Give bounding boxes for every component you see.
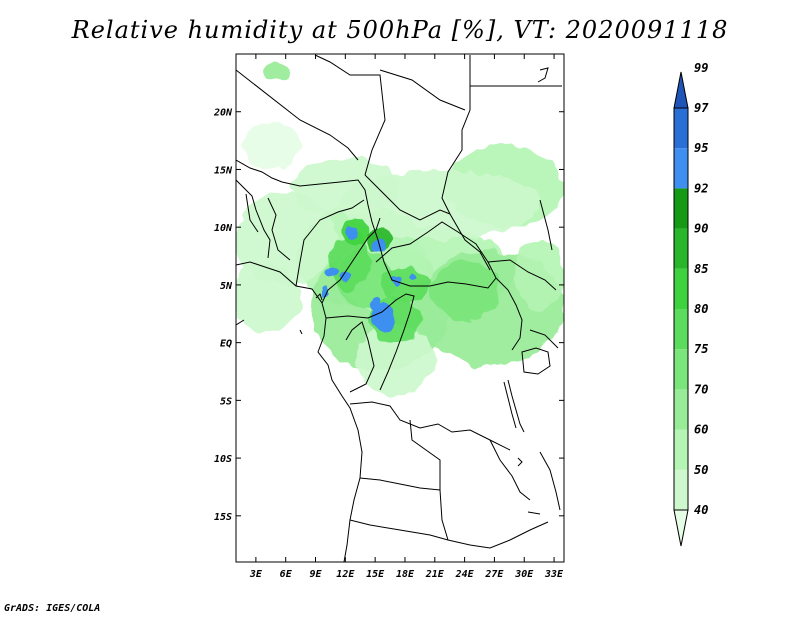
- humidity-blob: [325, 267, 340, 280]
- humidity-blob: [240, 123, 301, 170]
- humidity-blob: [290, 157, 400, 216]
- colorbar-label: 90: [694, 222, 708, 236]
- colorbar-segment: [674, 228, 688, 269]
- colorbar-segment: [674, 108, 688, 149]
- colorbar-label: 60: [694, 423, 708, 437]
- colorbar-label: 50: [694, 463, 708, 477]
- lat-tick-label: 10S: [214, 454, 232, 465]
- humidity-blob: [236, 261, 301, 332]
- colorbar-label: 75: [694, 342, 708, 356]
- colorbar-segment: [673, 509, 689, 547]
- lat-tick-label: 15N: [214, 165, 233, 176]
- lat-tick-label: EQ: [220, 339, 232, 350]
- lon-tick-label: 33E: [544, 569, 564, 580]
- colorbar-segment: [674, 309, 688, 350]
- lon-tick-label: 24E: [455, 569, 475, 580]
- lat-tick-label: 5S: [220, 396, 232, 407]
- humidity-field: [236, 60, 564, 395]
- axis-ticks: 3E 6E 9E 12E 15E 18E 21E 24E 27E 30E 33E 20N 15N 10N 5…: [213, 54, 564, 580]
- humidity-blob: [380, 267, 430, 303]
- colorbar-segment: [674, 349, 688, 390]
- lon-tick-label: 6E: [280, 569, 293, 580]
- lat-tick-label: 20N: [213, 108, 233, 119]
- lat-tick-label: 5N: [220, 281, 233, 292]
- humidity-blob: [355, 325, 435, 395]
- colorbar-label: 70: [694, 382, 708, 396]
- colorbar-label: 97: [694, 101, 709, 115]
- colorbar-segment: [674, 429, 688, 470]
- lon-tick-label: 12E: [336, 569, 355, 580]
- colorbar-label: 80: [694, 302, 708, 316]
- colorbar: 40 50 60 70 75 80 85 90 92 95 97 99: [673, 61, 709, 547]
- colorbar-label: 95: [694, 141, 708, 155]
- lon-tick-label: 27E: [484, 569, 504, 580]
- humidity-blob: [405, 272, 414, 280]
- lon-tick-label: 18E: [396, 569, 415, 580]
- humidity-blob: [374, 237, 387, 252]
- humidity-blob: [321, 286, 330, 296]
- lon-tick-label: 30E: [514, 569, 534, 580]
- plot-frame: [235, 53, 565, 563]
- humidity-blob: [236, 192, 336, 285]
- lat-tick-label: 10N: [214, 223, 233, 234]
- colorbar-segment: [674, 188, 688, 229]
- colorbar-segment: [674, 469, 688, 510]
- humidity-blob: [346, 227, 357, 239]
- country-borders: [236, 54, 562, 562]
- lon-tick-label: 9E: [309, 569, 322, 580]
- humidity-blob: [429, 261, 500, 320]
- lon-tick-label: 3E: [249, 569, 263, 580]
- humidity-blob: [514, 238, 564, 308]
- colorbar-segment: [674, 268, 688, 309]
- grads-credit: GrADS: IGES/COLA: [4, 603, 101, 614]
- humidity-blob: [263, 60, 288, 82]
- colorbar-frame: [673, 107, 689, 511]
- chart-title: Relative humidity at 500hPa [%], VT: 202…: [71, 16, 729, 44]
- humidity-blob: [370, 295, 381, 310]
- colorbar-label: 40: [694, 503, 708, 517]
- colorbar-segment: [674, 148, 688, 189]
- lat-tick-label: 15S: [214, 512, 232, 523]
- humidity-blob: [340, 272, 351, 282]
- colorbar-segment: [674, 389, 688, 430]
- colorbar-label: 99: [694, 61, 708, 75]
- colorbar-segment: [673, 71, 689, 109]
- colorbar-label: 85: [694, 262, 708, 276]
- colorbar-label: 92: [694, 181, 708, 195]
- humidity-blob: [373, 302, 393, 333]
- lon-tick-label: 21E: [425, 569, 445, 580]
- lon-tick-label: 15E: [366, 569, 385, 580]
